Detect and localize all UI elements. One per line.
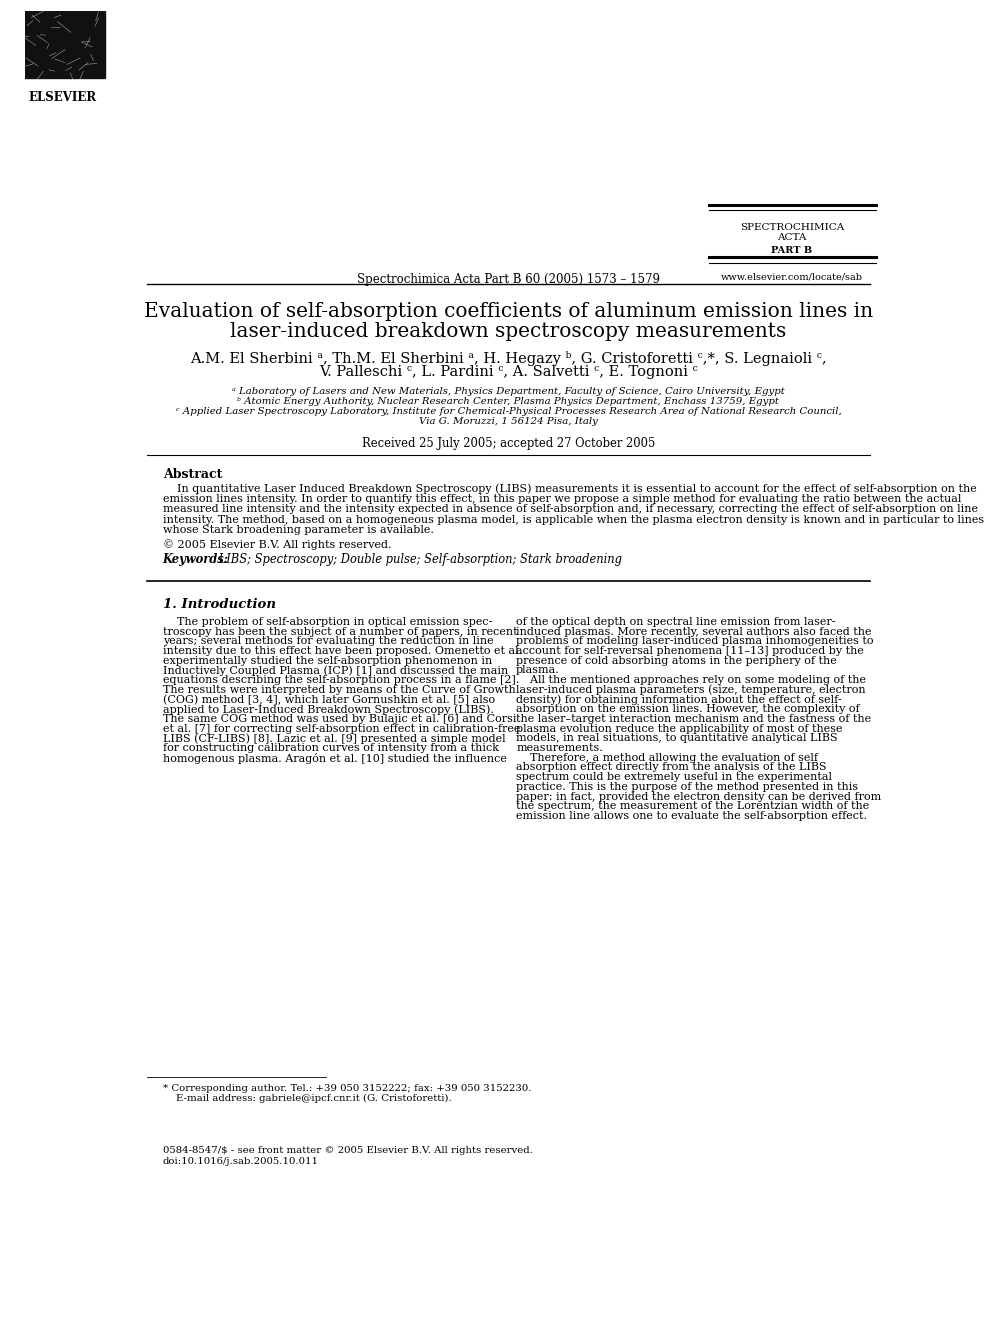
Text: Evaluation of self-absorption coefficients of aluminum emission lines in: Evaluation of self-absorption coefficien… [144,302,873,321]
Text: absorption on the emission lines. However, the complexity of: absorption on the emission lines. Howeve… [516,704,860,714]
Text: measured line intensity and the intensity expected in absence of self-absorption: measured line intensity and the intensit… [163,504,978,515]
Text: 0584-8547/$ - see front matter © 2005 Elsevier B.V. All rights reserved.: 0584-8547/$ - see front matter © 2005 El… [163,1146,533,1155]
Text: density) for obtaining information about the effect of self-: density) for obtaining information about… [516,695,842,705]
Text: * Corresponding author. Tel.: +39 050 3152222; fax: +39 050 3152230.: * Corresponding author. Tel.: +39 050 31… [163,1085,532,1093]
Text: whose Stark broadening parameter is available.: whose Stark broadening parameter is avai… [163,525,434,536]
Text: applied to Laser-Induced Breakdown Spectroscopy (LIBS).: applied to Laser-Induced Breakdown Spect… [163,704,494,714]
Text: A.M. El Sherbini ᵃ, Th.M. El Sherbini ᵃ, H. Hegazy ᵇ, G. Cristoforetti ᶜ,*, S. L: A.M. El Sherbini ᵃ, Th.M. El Sherbini ᵃ,… [190,352,826,366]
Text: The same COG method was used by Bulajic et al. [6] and Corsi: The same COG method was used by Bulajic … [163,714,516,724]
Text: induced plasmas. More recently, several authors also faced the: induced plasmas. More recently, several … [516,627,872,636]
Text: experimentally studied the self-absorption phenomenon in: experimentally studied the self-absorpti… [163,656,492,665]
Text: laser-induced breakdown spectroscopy measurements: laser-induced breakdown spectroscopy mea… [230,321,787,341]
Text: ᶜ Applied Laser Spectroscopy Laboratory, Institute for Chemical-Physical Process: ᶜ Applied Laser Spectroscopy Laboratory,… [176,406,841,415]
Text: intensity due to this effect have been proposed. Omenetto et al.: intensity due to this effect have been p… [163,646,522,656]
Text: ACTA: ACTA [778,233,806,242]
Text: (COG) method [3, 4], which later Gornushkin et al. [5] also: (COG) method [3, 4], which later Gornush… [163,695,495,705]
Text: The results were interpreted by means of the Curve of Growth: The results were interpreted by means of… [163,685,516,695]
Text: ᵃ Laboratory of Lasers and New Materials, Physics Department, Faculty of Science: ᵃ Laboratory of Lasers and New Materials… [232,386,785,396]
Text: © 2005 Elsevier B.V. All rights reserved.: © 2005 Elsevier B.V. All rights reserved… [163,538,391,549]
Text: plasma.: plasma. [516,665,559,676]
Text: LIBS; Spectroscopy; Double pulse; Self-absorption; Stark broadening: LIBS; Spectroscopy; Double pulse; Self-a… [215,553,622,566]
Text: www.elsevier.com/locate/sab: www.elsevier.com/locate/sab [721,273,863,282]
Text: SPECTROCHIMICA: SPECTROCHIMICA [740,222,844,232]
Text: problems of modeling laser-induced plasma inhomogeneities to: problems of modeling laser-induced plasm… [516,636,874,647]
Text: Spectrochimica Acta Part B 60 (2005) 1573 – 1579: Spectrochimica Acta Part B 60 (2005) 157… [357,273,660,286]
Text: Received 25 July 2005; accepted 27 October 2005: Received 25 July 2005; accepted 27 Octob… [362,438,655,451]
Text: Inductively Coupled Plasma (ICP) [1] and discussed the main: Inductively Coupled Plasma (ICP) [1] and… [163,665,508,676]
Text: spectrum could be extremely useful in the experimental: spectrum could be extremely useful in th… [516,773,832,782]
Text: laser-induced plasma parameters (size, temperature, electron: laser-induced plasma parameters (size, t… [516,685,866,696]
Text: intensity. The method, based on a homogeneous plasma model, is applicable when t: intensity. The method, based on a homoge… [163,515,984,525]
Text: The problem of self-absorption in optical emission spec-: The problem of self-absorption in optica… [163,617,492,627]
Text: et al. [7] for correcting self-absorption effect in calibration-free: et al. [7] for correcting self-absorptio… [163,724,520,734]
Text: years; several methods for evaluating the reduction in line: years; several methods for evaluating th… [163,636,493,647]
Text: Via G. Moruzzi, 1 56124 Pisa, Italy: Via G. Moruzzi, 1 56124 Pisa, Italy [419,417,598,426]
Text: emission line allows one to evaluate the self-absorption effect.: emission line allows one to evaluate the… [516,811,867,822]
Text: Keywords:: Keywords: [163,553,229,566]
Text: E-mail address: gabriele@ipcf.cnr.it (G. Cristoforetti).: E-mail address: gabriele@ipcf.cnr.it (G.… [163,1094,451,1103]
Text: for constructing calibration curves of intensity from a thick: for constructing calibration curves of i… [163,744,499,753]
Bar [25,11,105,78]
Text: practice. This is the purpose of the method presented in this: practice. This is the purpose of the met… [516,782,858,792]
Text: LIBS (CF-LIBS) [8]. Lazic et al. [9] presented a simple model: LIBS (CF-LIBS) [8]. Lazic et al. [9] pre… [163,733,505,744]
Text: of the optical depth on spectral line emission from laser-: of the optical depth on spectral line em… [516,617,835,627]
Text: ᵇ Atomic Energy Authority, Nuclear Research Center, Plasma Physics Department, E: ᵇ Atomic Energy Authority, Nuclear Resea… [237,397,780,406]
Text: Abstract: Abstract [163,468,222,482]
Text: equations describing the self-absorption process in a flame [2].: equations describing the self-absorption… [163,675,519,685]
Text: the spectrum, the measurement of the Lorentzian width of the: the spectrum, the measurement of the Lor… [516,802,869,811]
Text: emission lines intensity. In order to quantify this effect, in this paper we pro: emission lines intensity. In order to qu… [163,493,961,504]
Text: plasma evolution reduce the applicability of most of these: plasma evolution reduce the applicabilit… [516,724,842,734]
Text: ELSEVIER: ELSEVIER [29,91,97,105]
Text: All the mentioned approaches rely on some modeling of the: All the mentioned approaches rely on som… [516,675,866,685]
Text: absorption effect directly from the analysis of the LIBS: absorption effect directly from the anal… [516,762,826,773]
Text: models, in real situations, to quantitative analytical LIBS: models, in real situations, to quantitat… [516,733,838,744]
Text: Therefore, a method allowing the evaluation of self: Therefore, a method allowing the evaluat… [516,753,818,763]
Text: account for self-reversal phenomena [11–13] produced by the: account for self-reversal phenomena [11–… [516,646,864,656]
Text: doi:10.1016/j.sab.2005.10.011: doi:10.1016/j.sab.2005.10.011 [163,1156,318,1166]
Text: In quantitative Laser Induced Breakdown Spectroscopy (LIBS) measurements it is e: In quantitative Laser Induced Breakdown … [163,484,976,495]
Text: V. Palleschi ᶜ, L. Pardini ᶜ, A. Salvetti ᶜ, E. Tognoni ᶜ: V. Palleschi ᶜ, L. Pardini ᶜ, A. Salvett… [319,365,697,380]
Text: troscopy has been the subject of a number of papers, in recent: troscopy has been the subject of a numbe… [163,627,518,636]
Text: measurements.: measurements. [516,744,603,753]
Text: paper: in fact, provided the electron density can be derived from: paper: in fact, provided the electron de… [516,791,882,802]
Text: homogenous plasma. Aragón et al. [10] studied the influence: homogenous plasma. Aragón et al. [10] st… [163,753,507,763]
Text: the laser–target interaction mechanism and the fastness of the: the laser–target interaction mechanism a… [516,714,871,724]
Text: presence of cold absorbing atoms in the periphery of the: presence of cold absorbing atoms in the … [516,656,837,665]
Text: PART B: PART B [772,246,812,255]
Text: 1. Introduction: 1. Introduction [163,598,276,611]
